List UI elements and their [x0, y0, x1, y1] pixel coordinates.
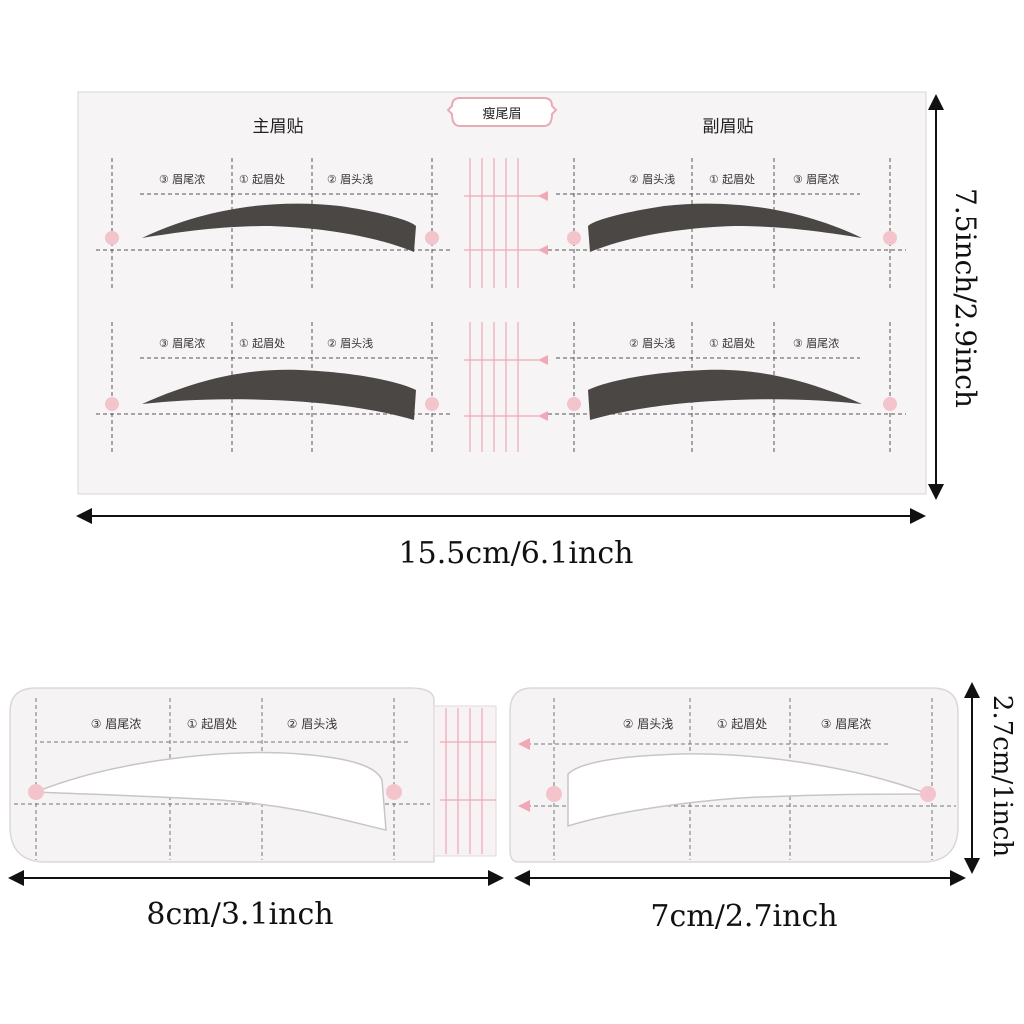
stencil-top-left: ③ 眉尾浓 ① 起眉处 ② 眉头浅 [96, 158, 450, 288]
step-label: ③ 眉尾浓 [793, 173, 839, 186]
pink-dot [883, 397, 897, 411]
eyebrow-shape [588, 369, 862, 420]
right-stencil-width-label: 7cm/2.7inch [650, 899, 837, 934]
step-label: ② 眉头浅 [629, 173, 675, 186]
stencil-height-label: 2.7cm/1inch [987, 695, 1017, 857]
center-badge: 瘦尾眉 [446, 97, 558, 127]
step-label: ② 眉头浅 [327, 337, 373, 350]
step-label: ③ 眉尾浓 [159, 173, 205, 186]
pink-dot [28, 784, 44, 800]
stencil-top-right: ② 眉头浅 ① 起眉处 ③ 眉尾浓 [548, 158, 906, 288]
pink-dot [546, 786, 562, 802]
left-stencil: ③ 眉尾浓 ① 起眉处 ② 眉头浅 [9, 687, 497, 863]
left-stencil-width-label: 8cm/3.1inch [146, 897, 333, 932]
step-label: ③ 眉尾浓 [793, 337, 839, 350]
eyebrow-cutout [35, 751, 387, 831]
step-label: ① 起眉处 [239, 337, 285, 350]
pink-dot [425, 397, 439, 411]
eyebrow-shape [588, 203, 862, 252]
step-label: ③ 眉尾浓 [159, 337, 205, 350]
pink-dot [386, 784, 402, 800]
sticker-sheet: 主眉贴 副眉贴 瘦尾眉 ③ [77, 91, 927, 495]
center-ruler [464, 158, 540, 452]
step-label: ① 起眉处 [709, 337, 755, 350]
eyebrow-cutout [567, 753, 929, 828]
sheet-height-label: 7.5inch/2.9inch [949, 188, 982, 408]
step-label: ① 起眉处 [709, 173, 755, 186]
pink-dot [567, 231, 581, 245]
step-label: ② 眉头浅 [287, 717, 338, 731]
pink-dot [105, 397, 119, 411]
step-label: ③ 眉尾浓 [821, 717, 872, 731]
pink-dot [920, 786, 936, 802]
center-badge-label: 瘦尾眉 [482, 106, 521, 122]
pink-dot [567, 397, 581, 411]
eyebrow-shape [142, 203, 416, 252]
right-stencil: ② 眉头浅 ① 起眉处 ③ 眉尾浓 [509, 687, 959, 863]
left-sheet-title: 主眉贴 [253, 117, 304, 137]
pink-dot [105, 231, 119, 245]
step-label: ② 眉头浅 [629, 337, 675, 350]
step-label: ① 起眉处 [717, 717, 768, 731]
step-label: ① 起眉处 [187, 717, 238, 731]
pink-dot [425, 231, 439, 245]
step-label: ② 眉头浅 [623, 717, 674, 731]
sheet-width-label: 15.5cm/6.1inch [399, 536, 634, 571]
step-label: ③ 眉尾浓 [91, 717, 142, 731]
stencil-bottom-left: ③ 眉尾浓 ① 起眉处 ② 眉头浅 [96, 322, 450, 452]
step-label: ② 眉头浅 [327, 173, 373, 186]
stencil-bottom-right: ② 眉头浅 ① 起眉处 ③ 眉尾浓 [548, 322, 906, 452]
step-label: ① 起眉处 [239, 173, 285, 186]
pink-dot [883, 231, 897, 245]
right-sheet-title: 副眉贴 [703, 117, 754, 137]
eyebrow-shape [142, 369, 416, 420]
